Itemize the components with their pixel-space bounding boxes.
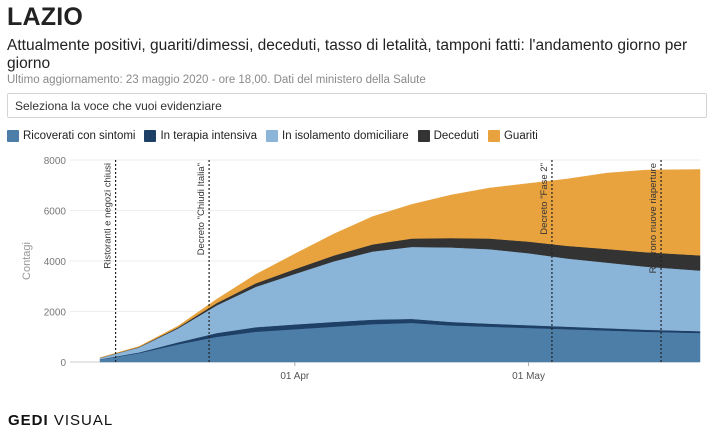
- y-tick-label: 6000: [44, 207, 67, 218]
- legend-item-guariti[interactable]: Guariti: [487, 130, 538, 142]
- y-tick-label: 0: [60, 358, 66, 369]
- y-tick-label: 8000: [44, 156, 67, 167]
- region-title: LAZIO: [7, 3, 83, 31]
- legend-label-deceduti: Deceduti: [433, 130, 479, 142]
- annotation-label: Ristoranti e negozi chiusi: [103, 163, 114, 269]
- area-guariti: [99, 169, 701, 359]
- legend: Ricoverati con sintomi In terapia intens…: [7, 128, 547, 144]
- legend-label-guariti: Guariti: [503, 130, 538, 142]
- brand-logo: GEDI VISUAL: [8, 412, 113, 429]
- y-axis-label: Contagi: [21, 242, 33, 280]
- stacked-area-chart: 0 2000 4000 6000 8000 Contagi 01 Apr 01 May Rist…: [21, 156, 701, 382]
- annotation-label: Decreto "Chiudi Italia": [196, 163, 207, 255]
- update-note: Ultimo aggiornamento: 23 maggio 2020 - o…: [7, 74, 426, 86]
- legend-item-deceduti[interactable]: Deceduti: [417, 130, 479, 142]
- legend-swatch-isolamento: [266, 130, 279, 142]
- legend-swatch-terapia-intensiva: [144, 130, 157, 142]
- y-tick-label: 2000: [44, 308, 67, 319]
- annotation-label: Riaprono nuove riaperture: [648, 163, 659, 273]
- legend-swatch-deceduti: [417, 130, 430, 142]
- legend-label-isolamento: In isolamento domiciliare: [282, 130, 409, 142]
- x-tick-label: 01 Apr: [280, 371, 310, 382]
- legend-label-ricoverati: Ricoverati con sintomi: [23, 130, 136, 142]
- legend-swatch-ricoverati: [7, 130, 19, 142]
- legend-swatch-guariti: [487, 130, 500, 142]
- y-tick-label: 4000: [44, 257, 67, 268]
- x-tick-label: 01 May: [512, 371, 545, 382]
- legend-item-ricoverati[interactable]: Ricoverati con sintomi: [7, 130, 135, 142]
- series-select[interactable]: Seleziona la voce che vuoi evidenziare: [7, 93, 707, 118]
- legend-item-terapia-intensiva[interactable]: In terapia intensiva: [144, 130, 257, 142]
- legend-label-terapia-intensiva: In terapia intensiva: [160, 130, 258, 142]
- brand-name: GEDI: [8, 412, 49, 429]
- annotation-label: Decreto "Fase 2": [539, 163, 550, 235]
- chart-subtitle: Attualmente positivi, guariti/dimessi, d…: [7, 37, 688, 72]
- brand-suffix: VISUAL: [53, 412, 114, 429]
- legend-item-isolamento[interactable]: In isolamento domiciliare: [266, 130, 409, 142]
